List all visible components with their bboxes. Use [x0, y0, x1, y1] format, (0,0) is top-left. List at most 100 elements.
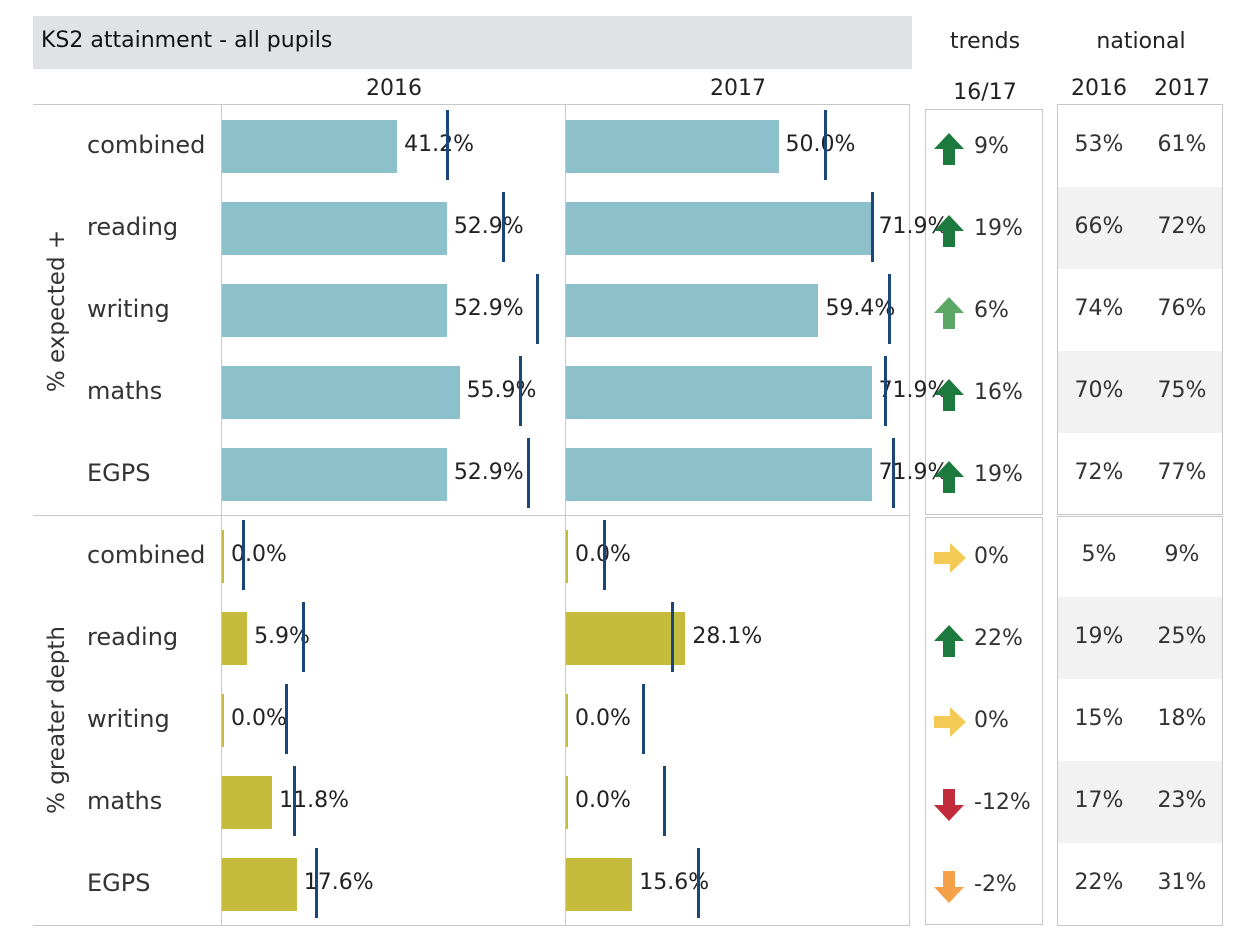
national-reference-line-2017 [824, 110, 828, 180]
national-reference-line-2017 [641, 684, 645, 754]
bar-2016 [222, 448, 447, 501]
trend-value: 19% [974, 461, 1023, 487]
bar-2016 [222, 202, 447, 255]
data-label-2017: 71.9% [878, 213, 949, 239]
trend-value: 16% [974, 379, 1023, 405]
data-label-2017: 50.0% [785, 131, 856, 157]
national-reference-line-2017 [671, 602, 675, 672]
bar-2017 [566, 366, 872, 419]
row-label-writing: writing [87, 294, 170, 323]
national-row-background [1058, 351, 1222, 433]
national-value-2016: 72% [1074, 459, 1124, 485]
bar-2016 [222, 776, 273, 829]
column-header-2016: 2016 [366, 76, 422, 101]
bar-2017 [566, 284, 819, 337]
row-label-combined: combined [87, 130, 206, 159]
national-reference-line-2016 [284, 684, 288, 754]
grid-group-divider [33, 515, 910, 516]
national-value-2016: 15% [1074, 705, 1124, 731]
data-label-2016: 52.9% [453, 459, 524, 485]
bar-2017 [566, 694, 568, 747]
trend-value: -12% [974, 789, 1031, 815]
row-label-egps: EGPS [87, 868, 151, 897]
national-reference-line-2017 [662, 766, 666, 836]
arrow-down-red-icon [933, 788, 967, 822]
national-reference-line-2016 [518, 356, 522, 426]
national-value-2016: 17% [1074, 787, 1124, 813]
data-label-2016: 41.2% [404, 131, 474, 157]
national-reference-line-2016 [501, 192, 505, 262]
group-label-greater-depth: % greater depth [44, 626, 70, 814]
arrow-up-dark-icon [933, 460, 967, 494]
bar-2016 [222, 120, 398, 173]
national-value-2016: 53% [1074, 131, 1124, 157]
data-label-2017: 0.0% [575, 787, 631, 813]
national-panel-greater-depth [1057, 516, 1223, 926]
national-reference-line-2017 [603, 520, 607, 590]
national-row-background [1058, 597, 1222, 679]
trends-period-header: 16/17 [953, 80, 1017, 105]
national-reference-line-2016 [293, 766, 297, 836]
national-reference-line-2016 [535, 274, 539, 344]
bar-2017 [566, 612, 686, 665]
row-label-maths: maths [87, 786, 163, 815]
national-panel-expected [1057, 104, 1223, 515]
national-header: national [1096, 29, 1186, 54]
grid-bottom-line [33, 925, 910, 926]
trend-value: 19% [974, 215, 1023, 241]
axis-line-2017 [565, 104, 566, 925]
national-reference-line-2016 [301, 602, 305, 672]
bar-2016 [222, 694, 224, 747]
bar-2016 [222, 366, 460, 419]
arrow-right-icon [933, 542, 967, 576]
group-label-expected: % expected + [44, 229, 70, 393]
trend-value: 22% [974, 625, 1023, 651]
chart-title: KS2 attainment - all pupils [41, 28, 333, 53]
bar-2017 [566, 530, 568, 583]
national-value-2017: 76% [1157, 295, 1207, 321]
data-label-2016: 5.9% [254, 623, 310, 649]
national-reference-line-2017 [888, 274, 891, 344]
trend-value: -2% [974, 871, 1017, 897]
trend-value: 0% [974, 707, 1009, 733]
national-value-2017: 18% [1157, 705, 1207, 731]
national-value-2016: 70% [1074, 377, 1124, 403]
data-label-2017: 0.0% [575, 542, 631, 567]
arrow-right-icon [933, 706, 967, 740]
national-value-2017: 31% [1157, 869, 1207, 895]
national-reference-line-2016 [446, 110, 450, 180]
data-label-2017: 0.0% [575, 705, 631, 731]
trends-header: trends [949, 29, 1021, 54]
national-reference-line-2016 [527, 438, 530, 508]
national-row-background [1058, 187, 1222, 269]
row-label-egps: EGPS [87, 458, 151, 487]
national-value-2017: 72% [1157, 213, 1207, 239]
national-value-2017: 9% [1164, 541, 1200, 567]
national-reference-line-2017 [892, 438, 896, 508]
axis-line-2016 [221, 104, 222, 925]
national-reference-line-2017 [696, 848, 700, 918]
row-label-reading: reading [87, 622, 179, 651]
national-header-2016: 2016 [1071, 76, 1127, 101]
national-value-2016: 66% [1074, 213, 1124, 239]
national-reference-line-2016 [242, 520, 246, 590]
trend-value: 6% [974, 297, 1009, 323]
national-reference-line-2017 [871, 192, 874, 262]
bar-2017 [566, 202, 872, 255]
trends-panel-greater-depth [925, 517, 1043, 925]
data-label-2016: 11.8% [279, 787, 350, 813]
column-header-2017: 2017 [710, 76, 766, 101]
national-value-2017: 23% [1157, 787, 1207, 813]
bar-2017 [566, 776, 568, 829]
data-label-2017: 59.4% [825, 295, 896, 321]
national-value-2016: 22% [1074, 869, 1124, 895]
national-value-2017: 75% [1157, 377, 1207, 403]
national-value-2016: 74% [1074, 295, 1124, 321]
arrow-up-dark-icon [933, 624, 967, 658]
national-reference-line-2017 [883, 356, 887, 426]
national-value-2016: 19% [1074, 623, 1124, 649]
arrow-up-dark-icon [933, 214, 967, 248]
bar-2017 [566, 858, 633, 911]
arrow-up-light-icon [933, 296, 967, 330]
data-label-2017: 28.1% [692, 623, 763, 649]
